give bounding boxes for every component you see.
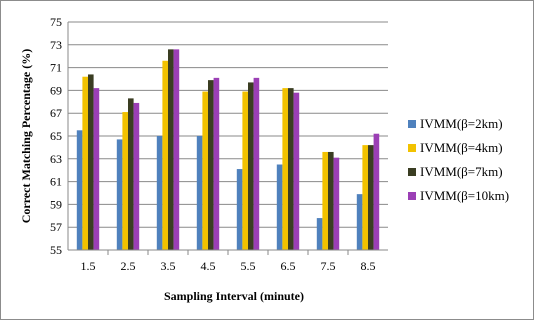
- bar: [322, 151, 328, 250]
- bar: [76, 130, 83, 250]
- bar: [333, 157, 340, 250]
- x-tick-labels: 1.5 2.5 3.5 4.5 5.5 6.5 7.5 8.5: [81, 259, 376, 273]
- bar: [316, 218, 323, 250]
- bar: [356, 194, 363, 250]
- x-tick-label: 1.5: [81, 259, 96, 273]
- bar: [248, 82, 254, 250]
- x-tick-label: 7.5: [321, 259, 336, 273]
- bar: [122, 112, 128, 250]
- x-axis-title: Sampling Interval (minute): [164, 289, 304, 303]
- axes: [67, 22, 388, 255]
- x-tick-label: 6.5: [281, 259, 296, 273]
- y-tick-label: 65: [50, 129, 62, 143]
- bar: [362, 145, 368, 250]
- bar: [156, 136, 163, 250]
- x-tick-label: 2.5: [121, 259, 136, 273]
- legend-label: IVMM(β=10km): [420, 188, 509, 203]
- bar: [82, 76, 88, 250]
- y-tick-label: 71: [50, 61, 62, 75]
- bar: [368, 145, 374, 250]
- bar: [162, 60, 168, 251]
- legend-label: IVMM(β=4km): [420, 140, 503, 155]
- bar: [128, 98, 134, 250]
- legend-label: IVMM(β=7km): [420, 164, 503, 179]
- bar: [208, 80, 214, 250]
- y-tick-label: 57: [50, 220, 62, 234]
- y-tick-label: 61: [50, 175, 62, 189]
- y-tick-label: 67: [50, 106, 62, 120]
- bar: [373, 133, 380, 250]
- bar: [242, 91, 248, 250]
- bar: [202, 91, 208, 250]
- legend-swatch: [408, 192, 416, 200]
- bar: [173, 49, 180, 250]
- legend-swatch: [408, 144, 416, 152]
- bar: [116, 139, 123, 250]
- bar: [293, 92, 300, 251]
- bar: [213, 77, 220, 250]
- y-tick-label: 55: [50, 243, 62, 257]
- legend-swatch: [408, 120, 416, 128]
- y-tick-label: 75: [50, 15, 62, 29]
- legend-label: IVMM(β=2km): [420, 116, 503, 131]
- bar: [133, 102, 140, 250]
- bars: [76, 49, 380, 251]
- bar: [168, 49, 174, 250]
- x-tick-label: 8.5: [361, 259, 376, 273]
- bar: [276, 164, 283, 250]
- y-tick-label: 73: [50, 38, 62, 52]
- bar: [88, 74, 94, 250]
- y-tick-label: 69: [50, 83, 62, 97]
- x-tick-label: 4.5: [201, 259, 216, 273]
- grid: [68, 21, 388, 251]
- bar: [253, 77, 260, 250]
- bar: [93, 88, 100, 251]
- x-tick-label: 3.5: [161, 259, 176, 273]
- y-tick-label: 59: [50, 197, 62, 211]
- bar: [288, 88, 294, 251]
- y-tick-labels: 55 57 59 61 63 65 67 69 71 73 75: [50, 15, 62, 257]
- bar: [282, 88, 288, 251]
- bar: [196, 136, 203, 250]
- legend-swatch: [408, 168, 416, 176]
- bar: [236, 169, 243, 250]
- y-tick-label: 63: [50, 152, 62, 166]
- y-axis-title: Correct Matching Percentage (%): [19, 49, 33, 224]
- x-tick-label: 5.5: [241, 259, 256, 273]
- legend: IVMM(β=2km) IVMM(β=4km) IVMM(β=7km) IVMM(β=…: [408, 116, 509, 203]
- bar: [328, 151, 334, 250]
